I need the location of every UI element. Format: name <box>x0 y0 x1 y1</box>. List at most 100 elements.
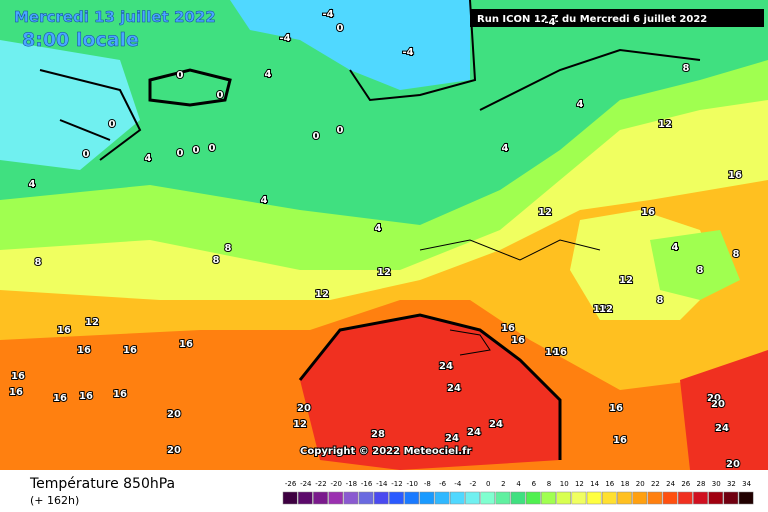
legend-label: 26 <box>681 480 690 488</box>
legend-swatch <box>677 491 693 505</box>
legend-label: 30 <box>712 480 721 488</box>
legend-swatch <box>510 491 526 505</box>
contour-label: 16 <box>641 207 655 218</box>
zone-24 <box>680 350 768 470</box>
contour-label: 24 <box>489 419 503 430</box>
legend-swatch <box>328 491 344 505</box>
contour-label: 12 <box>293 419 307 430</box>
contour-label: 12 <box>599 304 613 315</box>
legend-swatch <box>723 491 739 505</box>
legend-swatch <box>434 491 450 505</box>
contour-label: 0 <box>177 148 184 159</box>
legend-label: -8 <box>424 480 431 488</box>
legend-swatch <box>708 491 724 505</box>
legend-label: -22 <box>315 480 326 488</box>
isotherm <box>298 313 562 460</box>
contour-label: 8 <box>733 249 740 260</box>
legend-swatch <box>419 491 435 505</box>
contour-label: 16 <box>613 435 627 446</box>
legend-label: -2 <box>470 480 477 488</box>
contour-label: 24 <box>447 383 461 394</box>
contour-label: 0 <box>337 125 344 136</box>
contour-label: 12 <box>593 304 607 315</box>
contour-label: 20 <box>167 409 181 420</box>
contour-label: 20 <box>726 459 740 470</box>
contour-label: 24 <box>445 433 459 444</box>
legend-label: 12 <box>575 480 584 488</box>
legend-swatch <box>465 491 480 505</box>
contour-label: 8 <box>697 265 704 276</box>
contour-label: 20 <box>707 393 721 404</box>
legend-label: 10 <box>560 480 569 488</box>
date: Mercredi 13 juillet 2022 <box>14 8 216 26</box>
legend-label: -10 <box>406 480 417 488</box>
zone-24 <box>300 315 560 470</box>
field-title: Température 850hPa <box>29 476 175 492</box>
contour-label: 16 <box>79 391 93 402</box>
contour-label: 16 <box>9 387 23 398</box>
legend-swatch <box>373 491 389 505</box>
border <box>419 239 601 356</box>
legend-swatch <box>617 491 632 505</box>
legend-label: -18 <box>346 480 357 488</box>
run-info: Run ICON 12 Z du Mercredi 6 juillet 2022 <box>477 14 707 25</box>
legend-swatch <box>313 491 328 505</box>
contour-label: 12 <box>658 119 672 130</box>
contour-label: 0 <box>337 23 344 34</box>
legend-label: -6 <box>439 480 447 488</box>
contour-label: 16 <box>53 393 67 404</box>
legend-label: -24 <box>300 480 312 488</box>
contour-label: 0 <box>217 90 224 101</box>
legend-swatch <box>601 491 617 505</box>
legend-label: -20 <box>330 480 341 488</box>
contour-label: 4 <box>577 99 584 110</box>
legend-swatch <box>449 491 465 505</box>
legend-label: -26 <box>285 480 297 488</box>
legend-swatch <box>556 491 572 505</box>
contour-label: 24 <box>715 423 729 434</box>
contour-label: 16 <box>728 170 742 181</box>
contour-label: 0 <box>313 131 320 142</box>
contour-label: 12 <box>85 317 99 328</box>
legend-swatch <box>525 491 541 505</box>
legend-swatch <box>495 491 511 505</box>
contour-label: 8 <box>225 243 232 254</box>
legend-label: 6 <box>532 480 537 488</box>
contour-label: 16 <box>123 345 137 356</box>
legend-swatch <box>541 491 556 505</box>
contour-label: 16 <box>609 403 623 414</box>
legend-swatch <box>404 491 420 505</box>
contour-label: 16 <box>11 371 25 382</box>
contour-label: 0 <box>193 145 200 156</box>
legend-swatch <box>571 491 587 505</box>
legend-label: 14 <box>590 480 599 488</box>
contour-label: 4 <box>145 153 152 164</box>
contour-label: 16 <box>545 347 559 358</box>
cold-zone <box>230 0 470 90</box>
contour-label: 16 <box>57 325 71 336</box>
legend-swatch <box>343 491 359 505</box>
legend-swatch <box>282 491 298 505</box>
contour-label: 0 <box>209 143 216 154</box>
legend-label: 0 <box>486 480 490 488</box>
legend-swatch <box>738 491 754 505</box>
contour-label: 4 <box>502 143 509 154</box>
legend-label: -14 <box>376 480 388 488</box>
legend-label: 16 <box>605 480 614 488</box>
contour-label: 24 <box>439 361 453 372</box>
legend-label: -16 <box>361 480 373 488</box>
legend-swatch <box>389 491 404 505</box>
legend-swatch <box>647 491 663 505</box>
legend-label: 28 <box>697 480 706 488</box>
contour-label: 12 <box>315 289 329 300</box>
legend-label: 22 <box>651 480 660 488</box>
contour-label: 4 <box>29 179 36 190</box>
contour-label: 24 <box>467 427 481 438</box>
contour-label: -4 <box>544 17 555 28</box>
legend-label: 18 <box>621 480 630 488</box>
legend-swatch <box>358 491 374 505</box>
contour-label: 4 <box>375 223 382 234</box>
legend-label: 8 <box>547 480 551 488</box>
legend-label: -4 <box>454 480 462 488</box>
